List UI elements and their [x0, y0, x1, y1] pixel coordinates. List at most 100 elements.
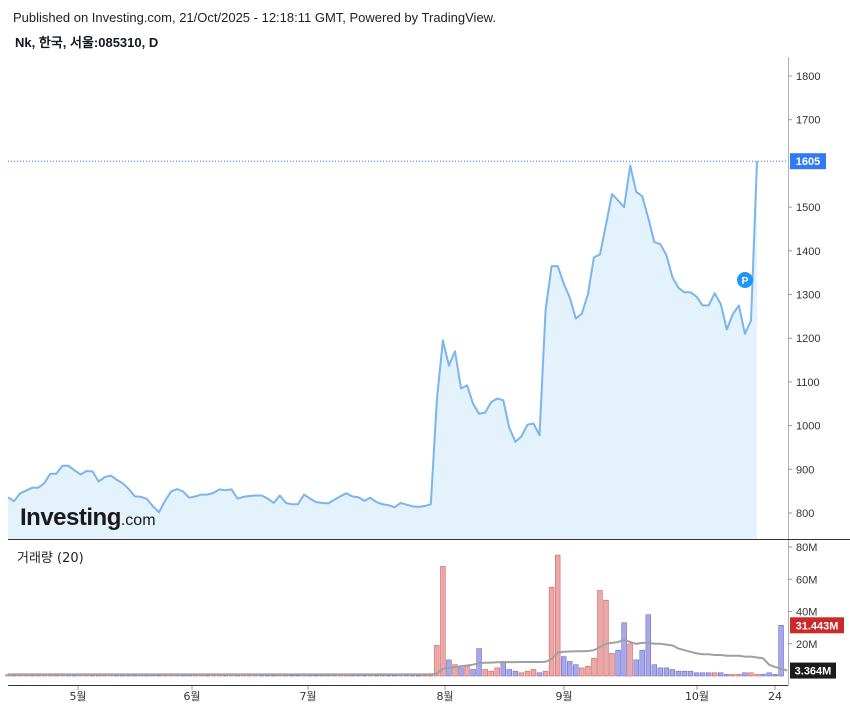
volume-bar: [633, 659, 639, 677]
volume-bar: [373, 675, 380, 677]
volume-bar: [687, 670, 694, 677]
price-area-fill: [8, 161, 757, 539]
volume-bar: [289, 675, 295, 677]
volume-bar: [452, 664, 458, 677]
volume-bar: [415, 675, 422, 677]
volume-bar: [482, 669, 488, 677]
price-tick-label: 1700: [796, 115, 820, 127]
time-tick-label: 8월: [436, 690, 453, 703]
volume-bar: [675, 670, 682, 677]
volume-ma-badge: [790, 662, 836, 679]
volume-ma-label: 3.364M: [795, 666, 832, 678]
volume-bar: [409, 675, 416, 677]
volume-bar: [542, 670, 549, 677]
volume-series-layer: [5, 554, 788, 677]
time-tick-label: 5월: [69, 690, 86, 703]
last-price-label: 1605: [796, 156, 820, 168]
price-tick-label: 1400: [796, 246, 820, 258]
volume-bar: [603, 599, 609, 677]
volume-bar: [645, 614, 652, 677]
volume-bar: [651, 664, 658, 677]
price-line: [7, 161, 758, 514]
price-tick-label: 1800: [796, 71, 820, 83]
volume-bar: [385, 675, 392, 677]
time-tick-label: 6월: [183, 690, 200, 703]
logo-brand: Investing: [20, 504, 121, 531]
logo-suffix: .com: [120, 512, 156, 529]
volume-bar: [730, 674, 736, 677]
price-tick-label: 800: [796, 508, 814, 520]
volume-tick-label: 80M: [796, 542, 817, 554]
volume-bar: [748, 672, 754, 677]
price-tick-label: 1500: [796, 202, 820, 214]
volume-bar: [711, 672, 718, 677]
price-tick-label: 1200: [796, 333, 820, 345]
volume-tick-label: 20M: [796, 639, 817, 651]
price-tick-label: 1000: [796, 421, 820, 433]
volume-bar: [391, 675, 398, 677]
volume-bar: [597, 590, 603, 677]
volume-panel-title: 거래량 (20): [17, 551, 84, 566]
time-tick-label: 24: [768, 690, 782, 703]
last-volume-label: 31.443M: [796, 620, 839, 632]
time-tick-label: 10월: [685, 690, 709, 703]
volume-bar: [494, 667, 500, 677]
volume-bar: [669, 669, 676, 677]
volume-bar: [331, 675, 337, 677]
volume-bar: [585, 665, 591, 677]
volume-bar: [681, 670, 688, 677]
volume-bar: [464, 665, 470, 677]
volume-bar: [428, 675, 434, 677]
volume-bar: [512, 670, 519, 677]
p-marker-label: P: [742, 276, 749, 287]
volume-bar: [754, 674, 760, 677]
volume-tick-label: 40M: [796, 607, 817, 619]
published-header: Published on Investing.com, 21/Oct/2025 …: [13, 10, 496, 25]
volume-tick-label: 60M: [796, 574, 817, 586]
volume-bar: [470, 669, 476, 677]
volume-bar: [657, 667, 664, 677]
volume-bar: [724, 674, 730, 677]
volume-bar: [524, 670, 531, 677]
volume-bar: [548, 586, 555, 677]
volume-bar: [736, 674, 742, 677]
volume-bar: [693, 672, 700, 677]
volume-bar: [313, 675, 319, 677]
last-price-badge: [790, 153, 826, 170]
volume-bar: [156, 675, 162, 677]
volume-bar: [530, 669, 537, 677]
investing-logo: Investing.com: [20, 504, 156, 532]
volume-bar: [705, 672, 712, 677]
volume-bar: [295, 675, 301, 677]
volume-bar: [560, 656, 567, 677]
volume-bar: [422, 675, 428, 677]
volume-bar: [500, 661, 506, 677]
volume-bar: [554, 554, 561, 677]
price-tick-label: 1100: [796, 377, 820, 389]
volume-bar: [271, 675, 277, 677]
volume-bar: [766, 672, 772, 677]
volume-bar: [627, 643, 633, 677]
volume-bar: [361, 675, 368, 677]
volume-bar: [573, 664, 579, 677]
volume-bar: [506, 669, 512, 677]
volume-bar: [518, 672, 525, 677]
volume-bar: [591, 657, 597, 677]
volume-bar: [403, 675, 410, 677]
volume-bar: [536, 672, 543, 677]
axis-labels-layer: 800 900 1000 1100 1200 1300 1400 1500 1700 1800 20…: [69, 71, 844, 703]
volume-bar: [458, 667, 464, 677]
time-tick-label: 7월: [299, 690, 316, 703]
volume-bar: [663, 667, 670, 677]
volume-bar: [488, 670, 494, 677]
volume-bar: [778, 624, 784, 677]
volume-bar: [579, 667, 585, 677]
volume-bar: [434, 645, 440, 677]
volume-bar: [566, 661, 573, 677]
volume-bar: [742, 672, 748, 677]
volume-bar: [639, 649, 645, 677]
time-tick-label: 9월: [555, 690, 572, 703]
volume-bar: [609, 653, 615, 677]
last-volume-badge: [790, 617, 844, 634]
